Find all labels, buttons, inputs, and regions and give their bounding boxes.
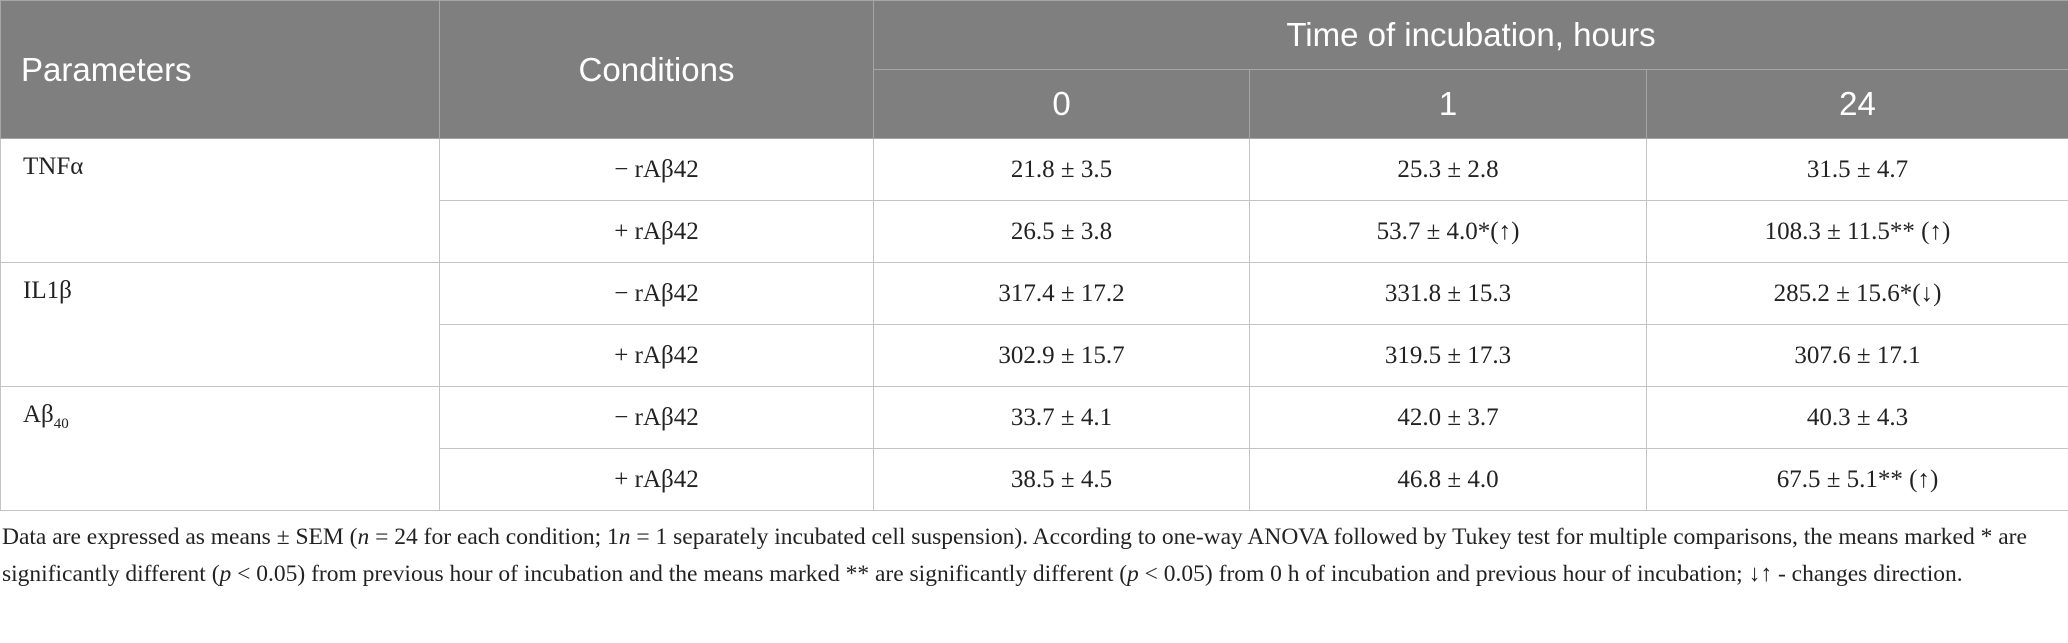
condition-cell: + rAβ42 <box>439 200 874 263</box>
condition-cell: − rAβ42 <box>439 262 874 325</box>
footnote-text: Data are expressed as means ± SEM ( <box>2 524 358 550</box>
value-cell: 40.3 ± 4.3 <box>1646 386 2068 449</box>
value-cell: 331.8 ± 15.3 <box>1249 262 1647 325</box>
header-cell: Conditions <box>439 0 874 139</box>
value-cell: 42.0 ± 3.7 <box>1249 386 1647 449</box>
footnote-text: p <box>1127 561 1139 587</box>
parameter-subscript: 40 <box>53 416 69 432</box>
footnote-text: n <box>618 524 631 550</box>
table-row: + rAβ42 26.5 ± 3.8 53.7 ± 4.0*(↑) 108.3 ± 1… <box>1 200 2068 263</box>
header-row: 0 1 24 <box>1 69 2068 139</box>
condition-cell: + rAβ42 <box>439 324 874 387</box>
parameter-cell: Aβ40 <box>0 386 440 511</box>
table-row: IL1β − rAβ42 317.4 ± 17.2 331.8 ± 15.3 285.2… <box>0 262 2068 387</box>
footnote-text: = 24 for each condition; 1 <box>369 524 619 550</box>
value-cell: 108.3 ± 11.5** (↑) <box>1646 200 2068 263</box>
value-cell: 33.7 ± 4.1 <box>873 386 1250 449</box>
table-row: + rAβ42 38.5 ± 4.5 46.8 ± 4.0 67.5 ± 5.1** … <box>1 448 2068 511</box>
value-cell: 38.5 ± 4.5 <box>873 448 1250 511</box>
header-row: Parameters Conditions Time of incubation… <box>0 0 2068 139</box>
footnote-text: < 0.05) from 0 h of incubation and previ… <box>1138 561 1963 587</box>
header-cell: Parameters <box>0 0 440 139</box>
value-cell: 26.5 ± 3.8 <box>873 200 1250 263</box>
parameter-cell: IL1β <box>0 262 440 387</box>
footnote-text: = 1 separately incubated cell suspension… <box>2 524 2027 587</box>
condition-cell: + rAβ42 <box>439 448 874 511</box>
value-cell: 53.7 ± 4.0*(↑) <box>1249 200 1647 263</box>
value-cell: 302.9 ± 15.7 <box>873 324 1250 387</box>
table-row: Aβ40− rAβ42 33.7 ± 4.1 42.0 ± 3.7 40.3 ± 4.… <box>0 386 2068 511</box>
value-cell: 67.5 ± 5.1** (↑) <box>1646 448 2068 511</box>
value-cell: 285.2 ± 15.6*(↓) <box>1646 262 2068 325</box>
header-cell: 1 <box>1249 69 1647 139</box>
value-cell: 31.5 ± 4.7 <box>1646 138 2068 201</box>
condition-cell: − rAβ42 <box>439 138 874 201</box>
value-cell: 21.8 ± 3.5 <box>873 138 1250 201</box>
value-cell: 46.8 ± 4.0 <box>1249 448 1647 511</box>
header-cell: 24 <box>1646 69 2068 139</box>
footnote-text: < 0.05) from previous hour of incubation… <box>231 561 1128 587</box>
footnote-text: n <box>357 524 370 550</box>
value-cell: 317.4 ± 17.2 <box>873 262 1250 325</box>
header-cell: 0 <box>873 69 1250 139</box>
table-header: Parameters Conditions Time of incubation… <box>0 0 2068 139</box>
table-row: TNFα − rAβ42 21.8 ± 3.5 25.3 ± 2.8 31.5 ± 4.… <box>0 138 2068 263</box>
parameter-name: Aβ <box>23 401 54 428</box>
footnote-text: p <box>219 561 232 587</box>
value-cell: 307.6 ± 17.1 <box>1646 324 2068 387</box>
value-cell: 25.3 ± 2.8 <box>1249 138 1647 201</box>
value-cell: 319.5 ± 17.3 <box>1249 324 1647 387</box>
footnote: Data are expressed as means ± SEM (n = 2… <box>0 511 2068 593</box>
header-cell: Time of incubation, hours <box>873 0 2068 70</box>
data-table: Parameters Conditions Time of incubation… <box>0 0 2068 511</box>
table-row: + rAβ42 302.9 ± 15.7 319.5 ± 17.3 307.6 ± 1… <box>1 324 2068 387</box>
table-body: TNFα − rAβ42 21.8 ± 3.5 25.3 ± 2.8 31.5 ± 4.… <box>0 138 2068 511</box>
condition-cell: − rAβ42 <box>439 386 874 449</box>
parameter-cell: TNFα <box>0 138 440 263</box>
